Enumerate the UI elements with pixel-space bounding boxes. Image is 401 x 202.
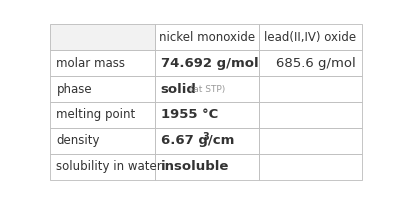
Text: solubility in water: solubility in water: [56, 160, 162, 173]
Bar: [50, 50, 154, 76]
Bar: [154, 128, 258, 154]
Bar: [50, 76, 154, 102]
Text: 74.692 g/mol: 74.692 g/mol: [160, 57, 258, 70]
Bar: [258, 24, 361, 50]
Text: melting point: melting point: [56, 108, 136, 121]
Bar: [258, 102, 361, 128]
Bar: [258, 128, 361, 154]
Text: solid: solid: [160, 83, 196, 96]
Bar: [258, 50, 361, 76]
Bar: [50, 24, 154, 50]
Bar: [154, 24, 258, 50]
Bar: [50, 102, 154, 128]
Bar: [154, 76, 258, 102]
Text: nickel monoxide: nickel monoxide: [158, 31, 254, 44]
Text: phase: phase: [56, 83, 92, 96]
Bar: [154, 50, 258, 76]
Text: 685.6 g/mol: 685.6 g/mol: [275, 57, 355, 70]
Bar: [258, 76, 361, 102]
Text: lead(II,IV) oxide: lead(II,IV) oxide: [264, 31, 356, 44]
Bar: [258, 154, 361, 180]
Text: molar mass: molar mass: [56, 57, 125, 70]
Bar: [154, 154, 258, 180]
Text: 3: 3: [202, 132, 209, 142]
Text: 1955 °C: 1955 °C: [160, 108, 217, 121]
Bar: [154, 102, 258, 128]
Text: density: density: [56, 134, 100, 147]
Text: (at STP): (at STP): [184, 85, 225, 94]
Bar: [50, 128, 154, 154]
Bar: [50, 154, 154, 180]
Text: insoluble: insoluble: [160, 160, 229, 173]
Text: 6.67 g/cm: 6.67 g/cm: [160, 134, 234, 147]
